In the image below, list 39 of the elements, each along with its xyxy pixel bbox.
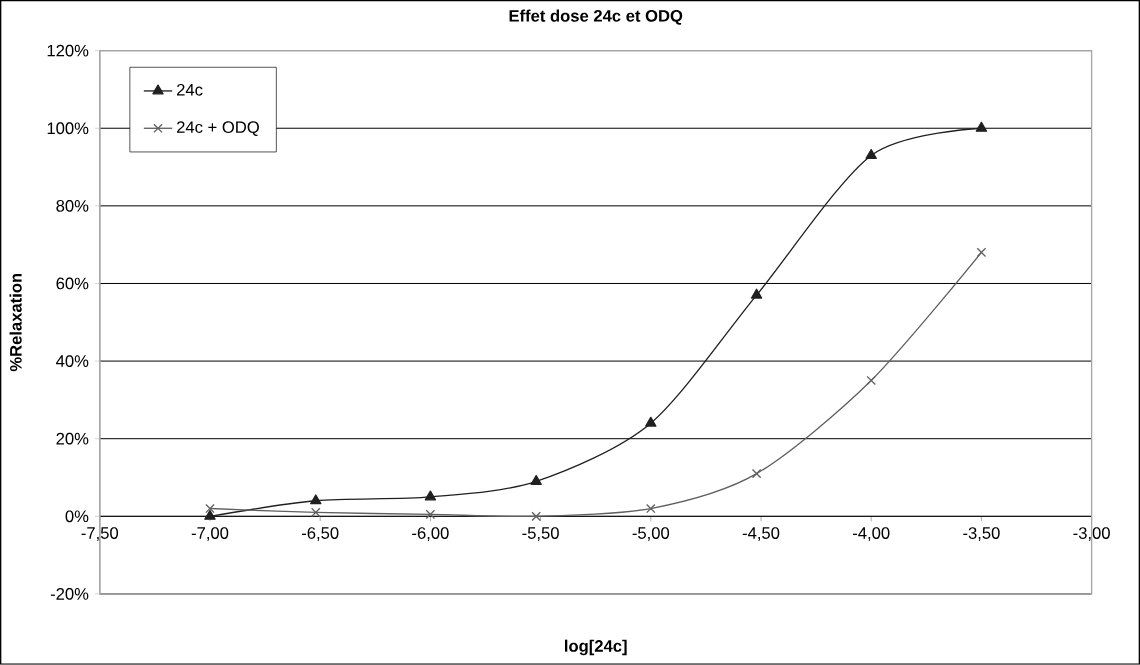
y-tick-label: 100% bbox=[47, 122, 89, 135]
point bbox=[530, 475, 542, 486]
point bbox=[866, 375, 876, 386]
x-axis-title: log[24c] bbox=[565, 639, 627, 656]
point bbox=[976, 247, 987, 258]
legend-label: 24c + ODQ bbox=[177, 121, 259, 137]
point bbox=[751, 468, 762, 479]
y-tick-label: 60% bbox=[56, 277, 89, 290]
y-tick-label: -20% bbox=[50, 588, 89, 600]
point bbox=[311, 507, 321, 518]
x-tick-label: -6,50 bbox=[301, 527, 339, 542]
point bbox=[424, 490, 437, 501]
x-tick-label: -5,50 bbox=[522, 527, 559, 542]
point bbox=[205, 503, 215, 514]
x-tick-label: -3,00 bbox=[1073, 527, 1110, 542]
y-tick-label: 120% bbox=[47, 44, 89, 57]
x-tick-label: -5,00 bbox=[632, 527, 670, 542]
point bbox=[865, 149, 877, 160]
legend-label: 24c bbox=[177, 84, 203, 96]
point bbox=[425, 509, 436, 520]
point bbox=[310, 494, 322, 505]
y-tick-label: 80% bbox=[56, 200, 89, 212]
y-tick-label: 20% bbox=[56, 432, 89, 445]
y-axis-title: %Relaxation bbox=[9, 274, 22, 372]
x-tick-label: -4,00 bbox=[853, 527, 890, 542]
y-tick-label: 0% bbox=[65, 510, 89, 523]
chart-title: Effet dose 24c et ODQ bbox=[509, 9, 683, 25]
point bbox=[750, 288, 763, 299]
point bbox=[646, 503, 656, 514]
point bbox=[204, 509, 216, 520]
x-tick-label: -3,50 bbox=[963, 527, 1000, 542]
point bbox=[531, 511, 541, 522]
y-tick-label: 40% bbox=[56, 355, 89, 368]
x-tick-label: -6,00 bbox=[412, 527, 449, 542]
point bbox=[975, 121, 988, 132]
x-tick-label: -7,50 bbox=[81, 527, 119, 542]
x-tick-label: -4,50 bbox=[742, 527, 780, 542]
point bbox=[645, 416, 657, 427]
x-tick-label: -7,00 bbox=[191, 527, 229, 542]
